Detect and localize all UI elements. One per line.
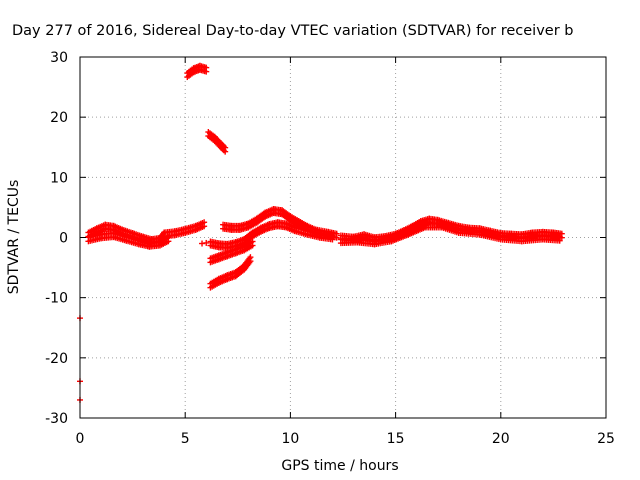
x-tick-label: 5 — [181, 431, 190, 447]
series-2 — [184, 62, 210, 81]
x-tick-label: 0 — [76, 431, 85, 447]
x-tick-label: 10 — [281, 431, 299, 447]
chart-title: Day 277 of 2016, Sidereal Day-to-day VTE… — [12, 23, 573, 39]
x-tick-label: 20 — [492, 431, 510, 447]
y-tick-label: 20 — [50, 110, 68, 126]
y-tick-label: 0 — [59, 231, 68, 247]
y-axis-label: SDTVAR / TECUs — [6, 180, 22, 295]
y-tick-label: 10 — [50, 170, 68, 186]
axis-ticks: 0 5 10 15 20 25 30 20 10 0 -10 -20 -30 — [45, 50, 615, 447]
x-tick-label: 25 — [597, 431, 615, 447]
data-series — [77, 62, 565, 403]
y-tick-label: -10 — [45, 291, 68, 307]
y-tick-label: 30 — [50, 50, 68, 66]
series-9 — [337, 220, 563, 248]
series-1 — [85, 230, 172, 250]
series-6 — [207, 238, 256, 266]
x-tick-label: 15 — [387, 431, 405, 447]
series-10 — [77, 239, 210, 403]
y-tick-label: -20 — [45, 351, 68, 367]
plot-frame — [79, 56, 607, 419]
y-tick-label: -30 — [45, 411, 68, 427]
x-axis-label: GPS time / hours — [281, 458, 398, 474]
series-3 — [205, 129, 229, 155]
series-7 — [207, 254, 254, 291]
